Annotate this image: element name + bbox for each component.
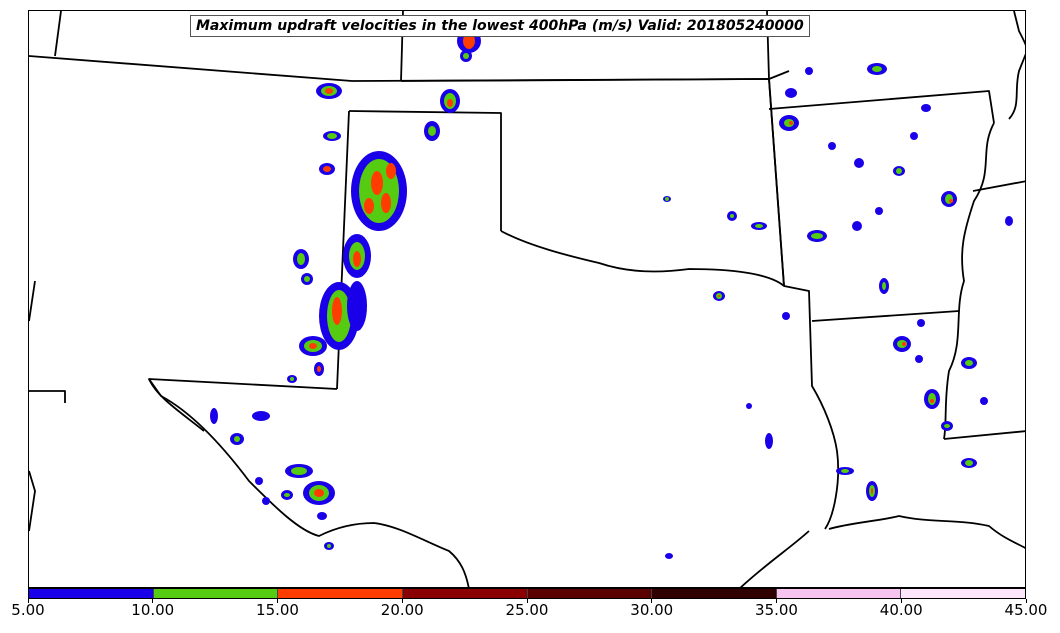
colorbar-segment-5-10 [29,589,154,598]
colorbar [28,588,1026,599]
colorbar-tick-label: 10.00 [131,601,175,619]
border-mo-ar [768,90,995,124]
colorbar-tick [900,599,902,603]
dryline-cluster-south [287,281,367,383]
colorbar-tick-label: 25.00 [505,601,549,619]
colorbar-segment-15-20 [278,589,403,598]
colorbar-segment-25-30 [527,589,653,598]
colorbar-segment-30-35 [652,589,777,598]
map-title: Maximum updraft velocities in the lowest… [190,15,810,37]
colorbar-tick [277,599,278,603]
colorbar-segment-35-40 [776,589,902,598]
colorbar-tick-label: 35.00 [755,601,798,619]
border-tx-red-river [500,230,840,530]
border-ar-la [811,310,960,322]
colorbar-segment-10-15 [153,589,279,598]
colorbar-tick [651,599,653,603]
border-ms-al [972,180,1025,192]
border-tn-ms [768,70,790,80]
colorbar-tick-label: 15.00 [256,601,299,619]
colorbar-tick [776,599,777,603]
colorbar-tick [526,599,528,603]
coastline-gulf [739,530,810,587]
colorbar-tick-label: 20.00 [380,601,424,619]
border-east-edge [1008,53,1025,120]
border-tx [148,378,470,587]
border-ok-north [348,110,502,231]
colorbar-tick [27,599,29,603]
border-west-ut-az [54,11,62,57]
colorbar-tick-label: 30.00 [630,601,674,619]
colorbar-tick [1025,599,1027,603]
west-texas-cluster [210,408,335,520]
border-mx-tx [148,378,205,432]
colorbar-segment-20-25 [402,589,528,598]
colorbar-tick-label: 45.00 [1004,601,1048,619]
border-la-ms [943,430,1025,440]
dryline-cluster-central [293,151,407,285]
border-south-edge [29,470,36,532]
colorbar-tick [152,599,154,603]
border-co-nm [29,55,353,82]
colorbar-tick-label: 40.00 [879,601,923,619]
dryline-cluster-north [316,29,481,175]
map-frame [28,10,1026,588]
border-ar-west [768,78,785,287]
updraft-contours [210,29,1013,559]
colorbar-tick-label: 5.00 [11,601,45,619]
border-ks-south [400,78,785,287]
border-mx-west [29,390,66,403]
border-mn-east [1013,11,1025,46]
border-nm-west [29,280,36,322]
coastline-la [828,515,1025,549]
colorbar-segment-40-45 [901,589,1025,598]
eastern-scattered-cells [324,63,1013,559]
colorbar-tick [401,599,403,603]
border-ms-river [943,122,995,440]
map-canvas [29,11,1025,587]
state-borders [29,11,1025,587]
